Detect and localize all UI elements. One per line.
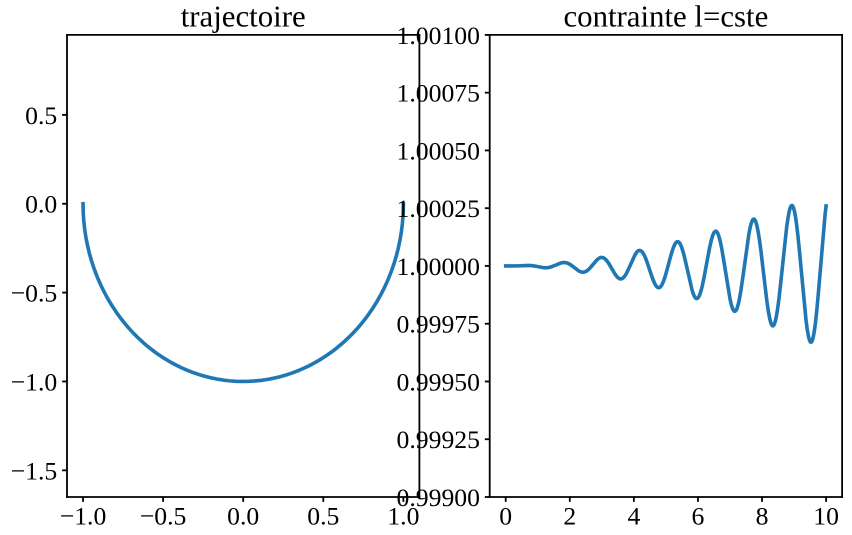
svg-text:0.99900: 0.99900 — [396, 483, 479, 512]
svg-text:−0.5: −0.5 — [11, 279, 58, 308]
svg-text:0.0: 0.0 — [227, 502, 259, 531]
svg-text:2: 2 — [563, 502, 576, 531]
svg-text:1.00000: 1.00000 — [396, 252, 479, 281]
svg-text:0.5: 0.5 — [307, 502, 339, 531]
svg-text:0.5: 0.5 — [25, 101, 57, 130]
svg-text:0.99925: 0.99925 — [396, 425, 479, 454]
svg-text:10: 10 — [813, 502, 839, 531]
svg-text:8: 8 — [756, 502, 769, 531]
svg-text:1.00025: 1.00025 — [396, 194, 479, 223]
svg-text:−0.5: −0.5 — [140, 502, 187, 531]
svg-text:0.99950: 0.99950 — [396, 367, 479, 396]
svg-text:−1.0: −1.0 — [60, 502, 107, 531]
svg-text:trajectoire: trajectoire — [181, 0, 306, 34]
svg-text:0.0: 0.0 — [25, 190, 57, 219]
svg-text:1.00075: 1.00075 — [396, 79, 479, 108]
svg-text:−1.0: −1.0 — [11, 367, 58, 396]
svg-text:0.99975: 0.99975 — [396, 310, 479, 339]
svg-text:−1.5: −1.5 — [11, 456, 58, 485]
svg-text:1.00050: 1.00050 — [396, 136, 479, 165]
svg-text:contrainte l=cste: contrainte l=cste — [563, 0, 768, 34]
svg-text:0: 0 — [499, 502, 512, 531]
svg-text:4: 4 — [627, 502, 640, 531]
svg-text:1.00100: 1.00100 — [396, 21, 479, 50]
svg-text:6: 6 — [692, 502, 705, 531]
